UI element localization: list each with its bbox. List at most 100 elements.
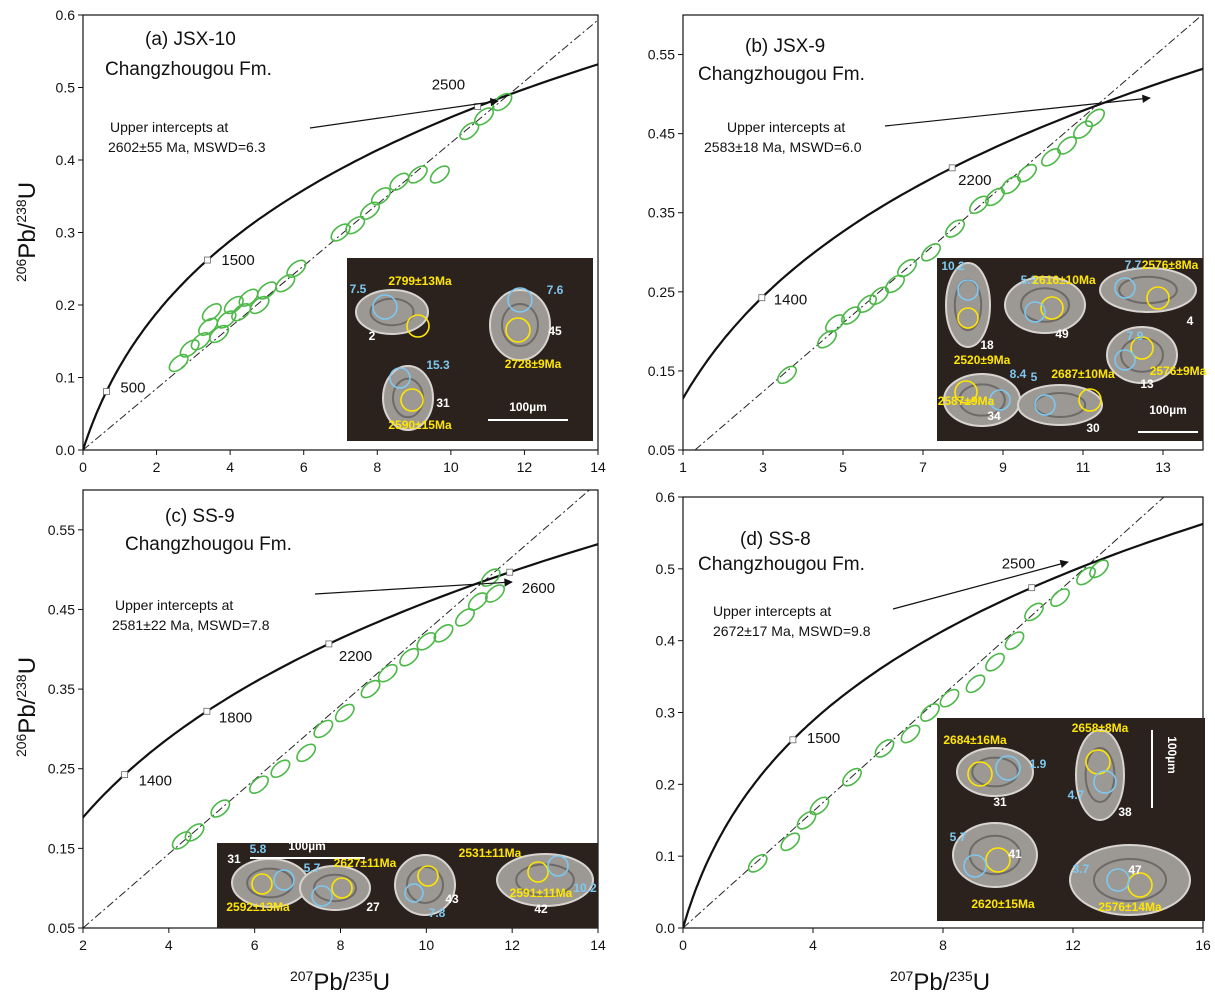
zircon-grain	[1106, 326, 1178, 384]
panel-title: (a) JSX-10	[145, 29, 236, 50]
y-tick-label: 0.35	[648, 205, 675, 221]
age-label: 2200	[339, 648, 372, 665]
inset-label: 100µm	[288, 839, 326, 853]
error-ellipse	[270, 759, 291, 779]
inset-label: 27	[366, 900, 380, 914]
inset-label: 2684±16Ma	[943, 733, 1007, 747]
inset-label: 2576±14Ma	[1098, 900, 1162, 914]
inset-label: 4.7	[1068, 788, 1085, 802]
x-tick-label: 0	[79, 459, 87, 475]
inset-label: 13	[1140, 377, 1154, 391]
error-ellipse	[816, 329, 838, 349]
inset-label: 7.7	[1125, 258, 1142, 272]
panel-title: (c) SS-9	[165, 506, 235, 527]
plot-frame	[682, 14, 1204, 451]
zircon-zoning	[369, 297, 415, 327]
error-ellipse	[171, 831, 192, 850]
spot-circle	[331, 877, 353, 899]
error-ellipse	[210, 799, 231, 818]
inset-label: 100µm	[1165, 736, 1179, 774]
error-ellipse	[330, 223, 351, 242]
y-tick-label: 0.4	[56, 152, 76, 168]
spot-circle	[311, 885, 333, 907]
error-ellipse	[275, 274, 296, 293]
inset-label: 2591±11Ma	[510, 886, 573, 900]
zircon-grain	[489, 289, 551, 361]
error-ellipse	[1040, 148, 1062, 167]
y-tick-label: 0.2	[656, 776, 676, 792]
error-ellipse	[856, 294, 878, 313]
x-tick-label: 7	[919, 459, 927, 475]
error-ellipse	[796, 810, 817, 830]
inset-label: 2	[369, 329, 376, 343]
inset-label: 2728±9Ma	[505, 357, 562, 371]
spot-circle	[957, 307, 979, 329]
y-tick-label: 0.0	[656, 920, 676, 936]
error-ellipse	[256, 281, 278, 300]
spot-circle	[505, 317, 531, 343]
plot-area	[683, 497, 1203, 928]
y-tick-label: 0.55	[648, 47, 675, 63]
x-tick-label: 3	[759, 459, 767, 475]
age-marker	[758, 294, 766, 302]
inset-label: 10.2	[573, 881, 597, 895]
concordia-curve	[83, 63, 598, 450]
discordia-line	[683, 497, 1165, 928]
error-ellipse	[433, 624, 454, 643]
y-tick-label: 0.05	[48, 920, 75, 936]
x-tick-label: 11	[1076, 459, 1091, 475]
axis-label-text: U	[14, 657, 41, 674]
age-marker	[203, 256, 211, 264]
age-label: 2600	[522, 580, 555, 597]
inset-label: 34	[987, 409, 1001, 423]
spot-circle	[957, 279, 979, 301]
error-ellipse	[201, 303, 222, 322]
error-ellipse	[345, 216, 366, 235]
concordia-curve	[683, 522, 1203, 928]
error-ellipse	[286, 259, 307, 278]
axis-label-text: Pb/	[313, 969, 349, 996]
annotation-arrow	[309, 97, 499, 129]
axis-label-text: Pb/	[14, 697, 41, 733]
inset-label: 49	[1055, 327, 1069, 341]
zircon-zoning	[1093, 858, 1167, 902]
spot-circle	[417, 865, 439, 887]
y-tick-label: 0.1	[56, 370, 76, 386]
spot-circle	[1093, 770, 1117, 794]
age-marker	[325, 640, 333, 648]
plot-area	[683, 15, 1203, 450]
error-ellipse	[223, 295, 244, 315]
spot-circle	[507, 287, 533, 313]
error-ellipse	[197, 317, 219, 336]
error-ellipse	[896, 258, 918, 278]
inset-label: 2658±8Ma	[1072, 721, 1129, 735]
y-tick-label: 0.15	[648, 363, 675, 379]
x-tick-label: 13	[1155, 459, 1171, 475]
panel-subtitle: Changzhougou Fm.	[698, 64, 865, 85]
x-tick-label: 12	[517, 459, 533, 475]
inset-label: 31	[993, 795, 1007, 809]
annotation: Upper intercepts at	[115, 597, 233, 613]
zircon-grain	[1004, 276, 1086, 334]
age-label: 1400	[139, 773, 172, 790]
inset-label: 3.7	[1073, 862, 1090, 876]
zircon-zoning	[971, 756, 1019, 788]
axis-label-text: Pb/	[913, 969, 949, 996]
inset-label: 5	[1031, 370, 1038, 384]
inset-label: 5.7	[950, 830, 967, 844]
inset-label: 41	[1008, 847, 1022, 861]
x-tick-label: 4	[226, 459, 234, 475]
age-label: 1800	[219, 709, 252, 726]
inset-label: 4	[1187, 314, 1194, 328]
error-ellipse	[747, 853, 768, 873]
axis-label-superscript: 207	[290, 968, 314, 984]
error-ellipse	[868, 286, 890, 306]
error-ellipse	[492, 92, 513, 112]
error-ellipse	[334, 703, 355, 723]
spot-circle	[1114, 277, 1136, 299]
error-ellipse	[840, 306, 862, 325]
spot-circle	[389, 367, 411, 389]
error-ellipse	[944, 219, 966, 238]
x-tick-label: 4	[809, 937, 817, 953]
inset-label: 100µm	[509, 400, 547, 414]
